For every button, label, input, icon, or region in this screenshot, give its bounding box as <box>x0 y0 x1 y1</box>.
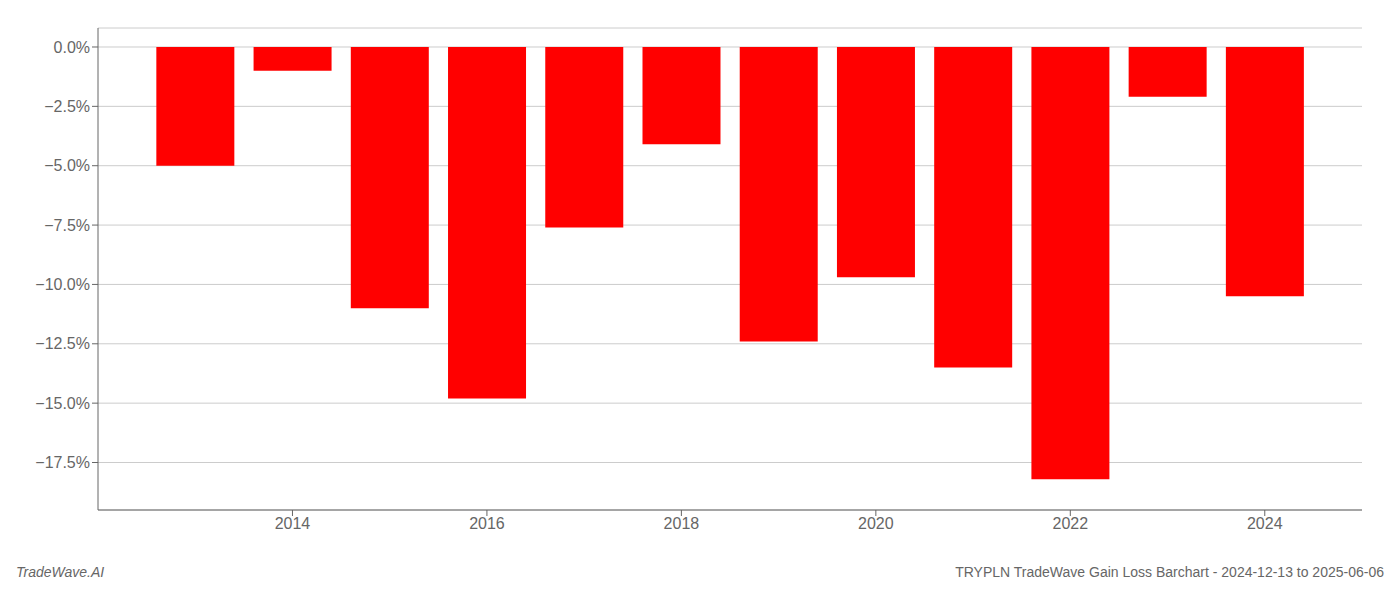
html-text:TRYPLN TradeWave Gain Loss Bar: TRYPLN TradeWave Gain Loss Barchart - 20… <box>955 564 1384 580</box>
svg-text:2020: 2020 <box>858 515 894 532</box>
svg-text:2014: 2014 <box>275 515 311 532</box>
svg-text:−7.5%: −7.5% <box>44 217 90 234</box>
svg-text:−5.0%: −5.0% <box>44 157 90 174</box>
svg-text:−12.5%: −12.5% <box>35 335 90 352</box>
svg-text:−17.5%: −17.5% <box>35 454 90 471</box>
svg-text:2018: 2018 <box>664 515 700 532</box>
svg-text:−2.5%: −2.5% <box>44 98 90 115</box>
svg-text:−15.0%: −15.0% <box>35 395 90 412</box>
html-text:TradeWave.AI: TradeWave.AI <box>16 564 105 580</box>
svg-text:−10.0%: −10.0% <box>35 276 90 293</box>
svg-text:2024: 2024 <box>1247 515 1283 532</box>
svg-text:0.0%: 0.0% <box>54 39 90 56</box>
svg-text:2016: 2016 <box>469 515 505 532</box>
svg-text:2022: 2022 <box>1053 515 1089 532</box>
